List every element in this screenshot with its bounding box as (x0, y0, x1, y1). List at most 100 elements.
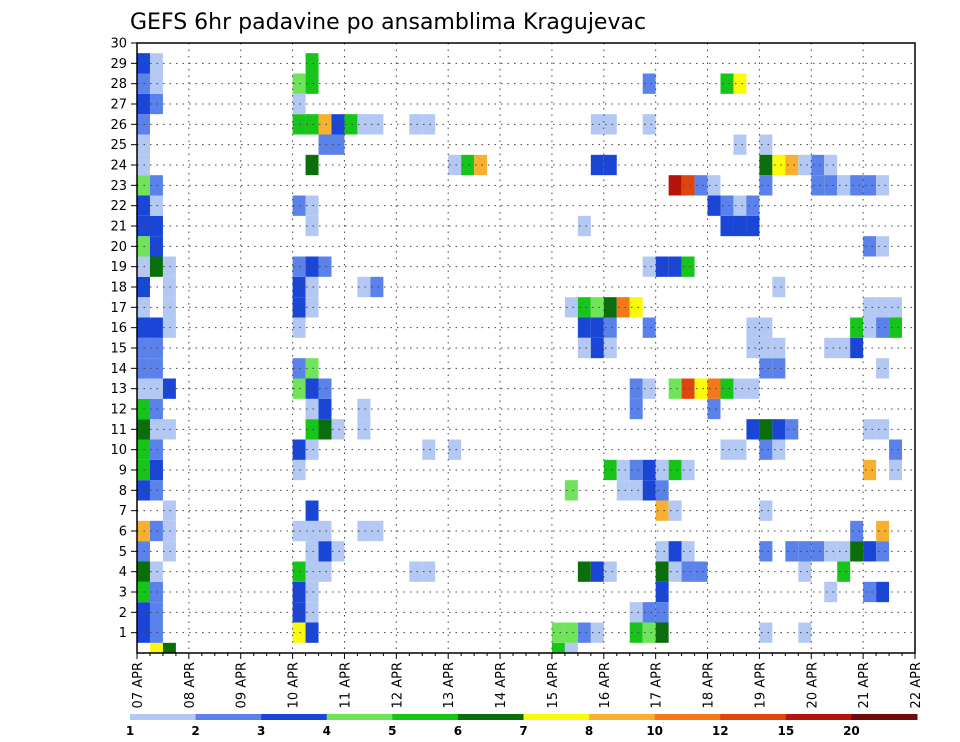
precip-cell (149, 195, 163, 216)
precip-cell (577, 317, 591, 338)
precip-cell (733, 195, 747, 216)
precip-cell (850, 520, 864, 542)
precip-cell (876, 419, 890, 440)
precip-cell (707, 378, 721, 399)
y-tick-label: 16 (110, 321, 127, 336)
precip-cell (149, 602, 163, 623)
precip-cell (655, 602, 669, 623)
precip-cell (590, 317, 604, 338)
precip-cell (292, 520, 306, 542)
precip-cell (694, 561, 708, 582)
y-tick-label: 4 (119, 565, 127, 580)
colorbar-label: 6 (454, 724, 462, 738)
precip-cell (603, 337, 617, 359)
chart-title: GEFS 6hr padavine po ansamblima Kragujev… (130, 10, 646, 35)
precip-cell (331, 541, 345, 562)
precip-cell (357, 419, 371, 440)
precip-cell (331, 419, 345, 440)
precip-cell (837, 561, 851, 582)
precip-cell (564, 297, 578, 318)
precip-cell (681, 256, 695, 277)
precip-cell (149, 236, 163, 257)
precip-cell (318, 114, 332, 135)
colorbar-swatch (130, 714, 197, 720)
colorbar-label: 5 (388, 724, 396, 738)
precip-cell (863, 297, 877, 318)
precip-cell (876, 236, 890, 257)
precip-cell (720, 439, 734, 460)
precip-cell (305, 358, 319, 379)
precip-cell (149, 459, 163, 481)
precip-cell (590, 114, 604, 135)
precip-cell (798, 154, 812, 176)
precip-cell (759, 541, 773, 562)
precip-cell (370, 520, 384, 542)
y-tick-label: 3 (119, 586, 127, 601)
colorbar-label: 20 (843, 724, 860, 738)
precip-cell (707, 195, 721, 216)
precip-cell (603, 154, 617, 176)
colorbar-swatch (392, 714, 459, 720)
precip-cell (292, 297, 306, 318)
precip-cell (162, 297, 176, 318)
precip-cell (318, 134, 332, 155)
precip-cell (863, 317, 877, 338)
precip-cell (370, 114, 384, 135)
precip-cell (137, 276, 150, 298)
precip-cell (590, 154, 604, 176)
y-tick-label: 8 (119, 484, 127, 499)
precip-cell (772, 439, 786, 460)
precip-cell (746, 195, 760, 216)
y-tick-label: 22 (110, 199, 127, 214)
precip-cell (720, 378, 734, 399)
precip-cell (149, 317, 163, 338)
precip-cell (292, 439, 306, 460)
x-tick-label: 22 APR (909, 662, 924, 708)
precip-cell (837, 541, 851, 562)
precip-cell (811, 175, 825, 196)
precip-cell (590, 297, 604, 318)
precip-cell (889, 317, 903, 338)
precip-cell (759, 175, 773, 196)
precip-cell (344, 114, 358, 135)
precip-cell (863, 175, 877, 196)
precip-cell (876, 317, 890, 338)
precip-cell (668, 256, 682, 277)
precip-cell (655, 581, 669, 603)
precip-cell (137, 337, 150, 359)
precip-cell (577, 561, 591, 582)
colorbar-label: 1 (126, 724, 134, 738)
precip-cell (305, 195, 319, 216)
precip-cell (733, 215, 747, 237)
x-tick-label: 07 APR (131, 662, 146, 708)
precip-cell (149, 175, 163, 196)
precip-cell (889, 297, 903, 318)
precip-cell (370, 276, 384, 298)
precip-cell (655, 541, 669, 562)
precip-cell (876, 297, 890, 318)
colorbar-swatch (851, 714, 918, 720)
precip-cell (629, 378, 643, 399)
precip-cell (720, 215, 734, 237)
precip-cell (162, 317, 176, 338)
precip-cell (889, 439, 903, 460)
precip-cell (720, 73, 734, 94)
precip-cell (603, 297, 617, 318)
precip-cell (707, 398, 721, 420)
y-tick-label: 19 (110, 260, 127, 275)
precip-cell (863, 419, 877, 440)
colorbar-label: 7 (519, 724, 527, 738)
precip-cell (785, 541, 799, 562)
colorbar-label: 15 (777, 724, 794, 738)
grid-lines (137, 43, 915, 653)
precip-cell (318, 520, 332, 542)
precip-cell (850, 317, 864, 338)
precip-cell (137, 358, 150, 379)
precip-cell (733, 378, 747, 399)
precip-cell (681, 175, 695, 196)
y-tick-label: 18 (110, 281, 127, 296)
precip-cell (409, 561, 423, 582)
precip-cell (137, 581, 150, 603)
precip-cell (305, 297, 319, 318)
precip-cell (759, 154, 773, 176)
